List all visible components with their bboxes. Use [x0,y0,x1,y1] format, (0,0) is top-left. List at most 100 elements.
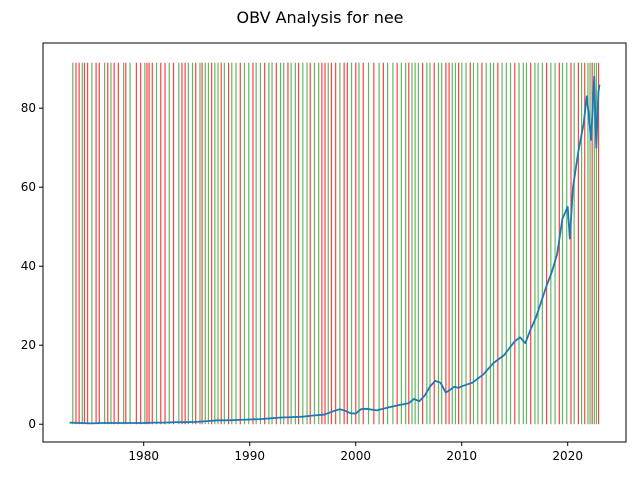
volume-bar-down [297,62,300,425]
volume-bar-up [566,62,568,425]
x-axis-ticks: 1980 1990 2000 2010 2020 [128,442,583,463]
volume-bar-up [217,62,219,425]
volume-bar-down [362,62,364,425]
volume-bar-up [129,62,131,425]
y-tick-label: 40 [21,259,36,273]
volume-bar-down [497,62,499,425]
volume-bar-up [405,62,407,425]
volume-bar-up [489,62,492,425]
volume-bar-down [343,62,345,425]
obv-line-layer [69,75,601,425]
volume-bar-up [561,62,564,425]
volume-bar-up [327,62,329,425]
volume-bars [72,62,600,425]
volume-bar-down [148,62,150,425]
volume-bar-up [437,62,440,425]
volume-bar-down [324,62,326,425]
volume-bar-up [387,62,389,425]
volume-bar-down [546,62,548,425]
volume-bar-down [530,62,532,425]
volume-bar-down [151,62,153,425]
volume-bar-up [426,62,428,425]
chart-title: OBV Analysis for nee [236,8,404,27]
volume-bar-down [195,62,197,425]
volume-bar-down [355,62,357,425]
volume-bar-down [228,62,230,425]
volume-bar-up [103,62,106,425]
volume-bar-up [550,62,552,425]
x-tick-label: 2020 [552,449,583,463]
volume-bar-down [117,62,119,425]
volume-bar-up [589,62,591,425]
volume-bar-up [339,62,341,425]
volume-bar-down [87,62,89,425]
volume-bar-up [290,62,292,425]
y-tick-label: 80 [21,101,36,115]
volume-bar-down [98,62,100,425]
volume-bar-up [279,62,282,425]
volume-bar-down [146,62,148,425]
volume-bar-up [72,62,74,425]
volume-bar-down [160,62,162,425]
volume-bar-up [454,62,457,425]
volume-bar-up [81,62,83,425]
x-tick-label: 2010 [446,449,477,463]
obv-line [69,75,601,425]
volume-bar-up [522,62,524,425]
volume-bar-down [220,62,222,425]
volume-bar-up [587,62,589,425]
volume-bar-down [164,62,166,425]
volume-bar-up [593,62,595,425]
volume-bar-down [577,62,579,425]
volume-bar-up [441,62,443,425]
volume-bar-down [458,62,460,425]
volume-bar-down [75,62,77,425]
volume-bar-up [243,62,246,425]
volume-bar-up [534,62,536,425]
volume-bar-down [107,62,109,425]
volume-bar-up [91,62,93,425]
volume-bar-down [211,62,213,425]
volume-bar-up [465,62,467,425]
volume-bar-up [294,62,296,425]
volume-bar-down [408,62,410,425]
y-axis-ticks: 0 20 40 60 80 [21,101,43,431]
volume-bar-up [191,62,194,425]
x-tick-label: 1990 [234,449,265,463]
volume-bar-up [231,62,233,425]
volume-bar-up [411,62,413,425]
volume-bar-down [113,62,115,425]
volume-bar-up [477,62,479,425]
volume-bar-up [155,62,158,425]
volume-bar-up [518,62,520,425]
volume-bar-down [481,62,483,425]
y-tick-label: 60 [21,180,36,194]
volume-bar-down [321,62,323,425]
volume-bar-up [283,62,285,425]
volume-bar-down [346,62,348,425]
volume-bar-down [570,62,572,425]
volume-bar-down [373,62,375,425]
volume-bar-up [223,62,225,425]
volume-bar-up [350,62,353,425]
volume-bar-down [287,62,289,425]
volume-bar-down [584,62,586,425]
volume-bar-up [537,62,539,425]
volume-bar-up [178,62,180,425]
volume-bar-up [302,62,304,425]
volume-bar-up [248,62,250,425]
volume-bar-up [255,62,257,425]
y-tick-label: 20 [21,338,36,352]
volume-bar-down [201,62,203,425]
volume-bar-up [525,62,528,425]
volume-bar-down [140,62,142,425]
volume-bar-down [309,62,311,425]
volume-bar-up [417,62,419,425]
volume-bar-up [259,62,261,425]
volume-bar-down [330,62,333,425]
volume-bar-down [396,62,398,425]
volume-bar-down [335,62,337,425]
volume-bar-down [239,62,241,425]
volume-bar-down [264,62,266,425]
